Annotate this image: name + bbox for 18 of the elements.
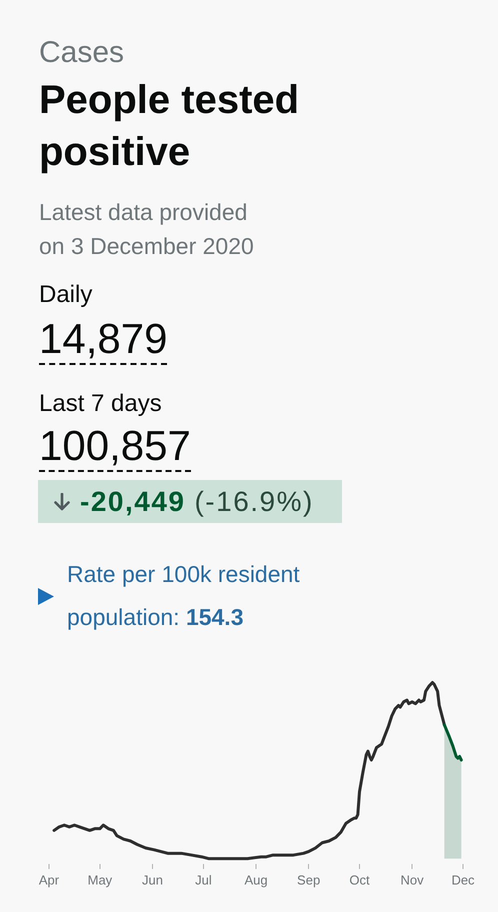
text: 100,857 (39, 422, 191, 472)
x-tick-label: Jun (142, 872, 163, 888)
x-tick-label: Aug (244, 872, 268, 888)
x-tick-label: Sep (297, 872, 320, 888)
text: Daily (39, 281, 92, 308)
x-tick-label: Apr (38, 872, 60, 888)
x-tick-label: Oct (349, 872, 370, 888)
text: 154.3 (186, 604, 244, 630)
text: Last 7 days (39, 390, 162, 417)
x-tick-label: Nov (400, 872, 424, 888)
text: 14,879 (39, 315, 168, 365)
x-tick-label: May (88, 872, 113, 888)
x-tick-label: Dec (451, 872, 476, 888)
x-tick-label: Jul (195, 872, 212, 888)
text: Cases (39, 36, 124, 69)
chart-title: People tested positive (39, 77, 300, 176)
change-badge: -20,449 (-16.9%) (38, 480, 342, 523)
chart-subtitle: Latest data provided on 3 December 2020 (39, 198, 255, 261)
